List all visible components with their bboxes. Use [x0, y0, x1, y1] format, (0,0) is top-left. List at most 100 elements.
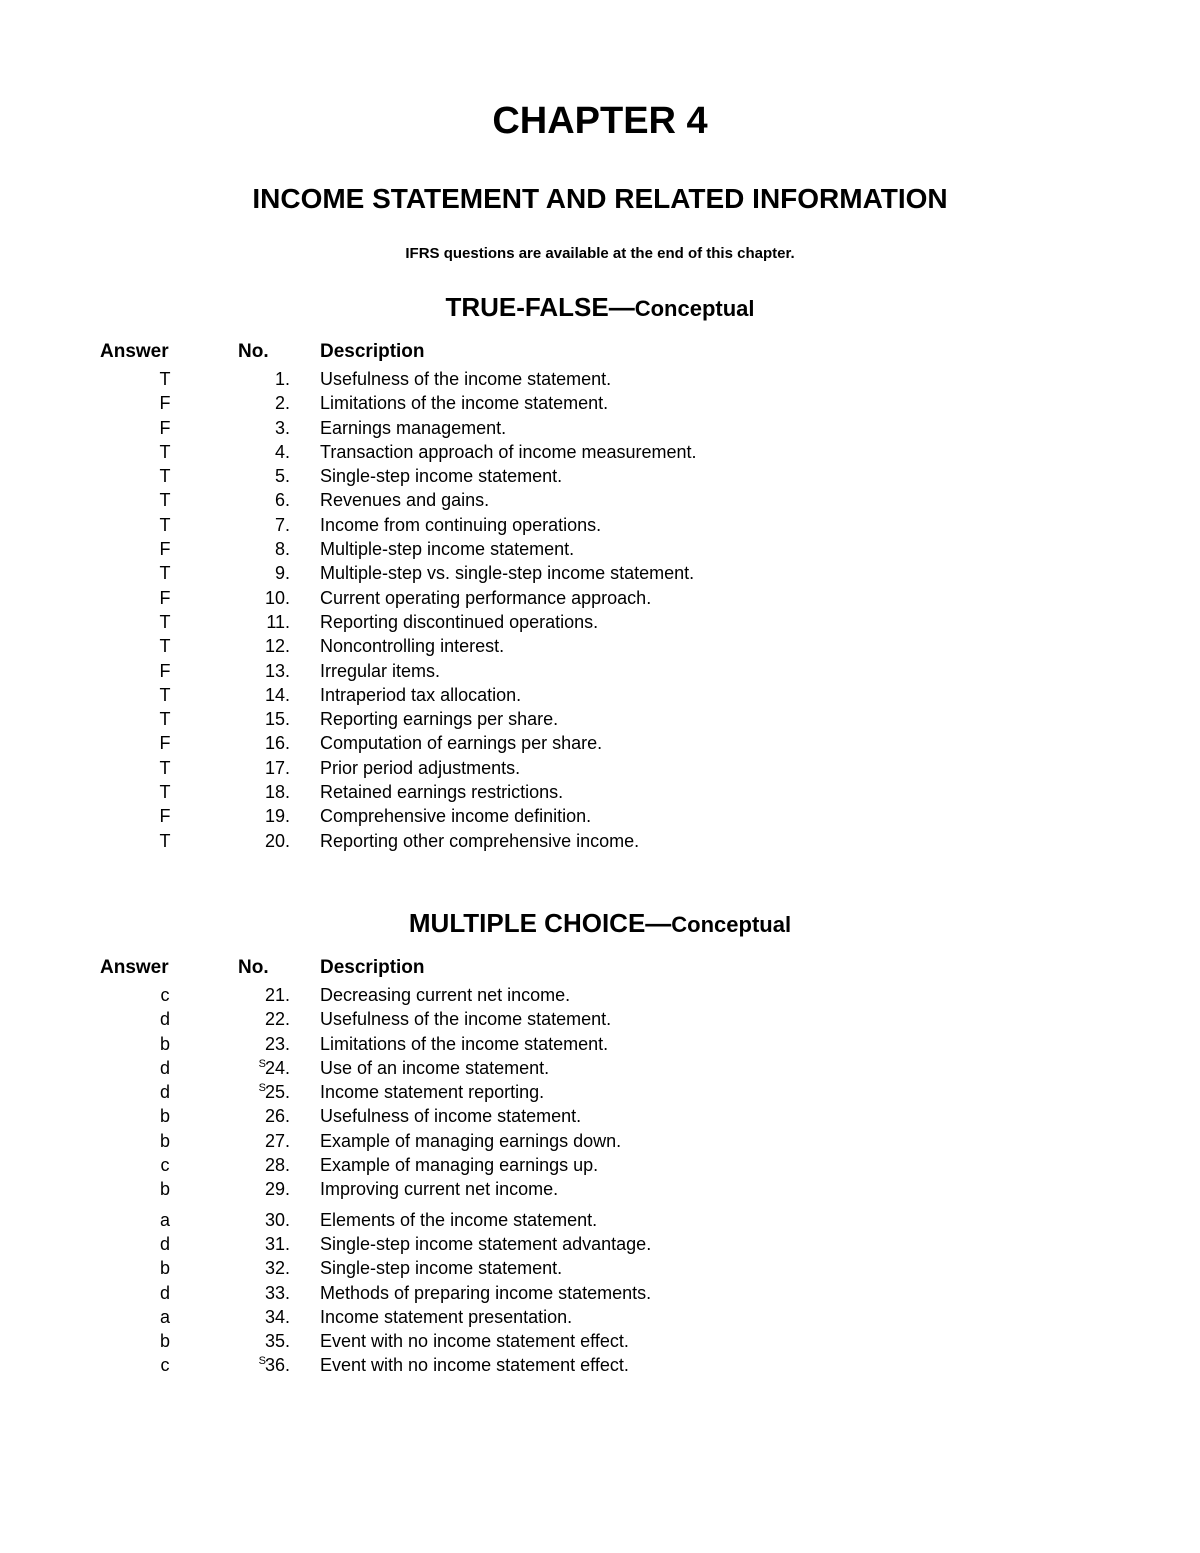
- tf-answer: T: [100, 707, 230, 731]
- tf-number: 16.: [230, 731, 310, 755]
- mc-row: cS36.Event with no income statement effe…: [100, 1353, 1100, 1377]
- tf-answer: F: [100, 804, 230, 828]
- mc-number: S36.: [230, 1353, 310, 1377]
- tf-row: F3.Earnings management.: [100, 416, 1100, 440]
- tf-row: F2.Limitations of the income statement.: [100, 391, 1100, 415]
- tf-row: T5.Single-step income statement.: [100, 464, 1100, 488]
- mc-answer: a: [100, 1208, 230, 1232]
- mc-description: Decreasing current net income.: [310, 983, 1100, 1007]
- tf-description: Retained earnings restrictions.: [310, 780, 1100, 804]
- tf-number: 12.: [230, 634, 310, 658]
- tf-answer: T: [100, 683, 230, 707]
- tf-number: 20.: [230, 829, 310, 853]
- mc-description: Use of an income statement.: [310, 1056, 1100, 1080]
- tf-header-no: No.: [230, 341, 310, 363]
- mc-description: Income statement reporting.: [310, 1080, 1100, 1104]
- tf-description: Intraperiod tax allocation.: [310, 683, 1100, 707]
- mc-title-main: MULTIPLE CHOICE—: [409, 908, 671, 938]
- tf-number: 7.: [230, 513, 310, 537]
- tf-number: 18.: [230, 780, 310, 804]
- tf-description: Earnings management.: [310, 416, 1100, 440]
- mc-row: b27.Example of managing earnings down.: [100, 1129, 1100, 1153]
- mc-answer: c: [100, 1153, 230, 1177]
- tf-answer: T: [100, 756, 230, 780]
- tf-answer: F: [100, 586, 230, 610]
- mc-description: Methods of preparing income statements.: [310, 1281, 1100, 1305]
- tf-row: T1.Usefulness of the income statement.: [100, 367, 1100, 391]
- mc-answer: b: [100, 1129, 230, 1153]
- mc-row: b26.Usefulness of income statement.: [100, 1104, 1100, 1128]
- mc-description: Event with no income statement effect.: [310, 1329, 1100, 1353]
- tf-answer: F: [100, 731, 230, 755]
- tf-section-title: TRUE-FALSE—Conceptual: [100, 292, 1100, 323]
- tf-number: 14.: [230, 683, 310, 707]
- mc-answer: d: [100, 1281, 230, 1305]
- mc-answer: c: [100, 1353, 230, 1377]
- subtitle: INCOME STATEMENT AND RELATED INFORMATION: [100, 183, 1100, 215]
- tf-answer: F: [100, 391, 230, 415]
- mc-number: 30.: [230, 1208, 310, 1232]
- tf-row: F19.Comprehensive income definition.: [100, 804, 1100, 828]
- mc-number: 34.: [230, 1305, 310, 1329]
- tf-description: Revenues and gains.: [310, 488, 1100, 512]
- tf-number: 15.: [230, 707, 310, 731]
- tf-description: Usefulness of the income statement.: [310, 367, 1100, 391]
- mc-description: Improving current net income.: [310, 1177, 1100, 1201]
- tf-number: 17.: [230, 756, 310, 780]
- tf-number: 10.: [230, 586, 310, 610]
- tf-number: 1.: [230, 367, 310, 391]
- tf-answer: T: [100, 634, 230, 658]
- mc-row: b23.Limitations of the income statement.: [100, 1032, 1100, 1056]
- tf-title-suffix: Conceptual: [635, 296, 755, 321]
- tf-description: Reporting discontinued operations.: [310, 610, 1100, 634]
- mc-description: Income statement presentation.: [310, 1305, 1100, 1329]
- mc-answer: b: [100, 1032, 230, 1056]
- mc-row: dS25.Income statement reporting.: [100, 1080, 1100, 1104]
- mc-row: c28.Example of managing earnings up.: [100, 1153, 1100, 1177]
- mc-answer: d: [100, 1056, 230, 1080]
- tf-row: T12.Noncontrolling interest.: [100, 634, 1100, 658]
- tf-row: T9.Multiple-step vs. single-step income …: [100, 561, 1100, 585]
- tf-row: T20.Reporting other comprehensive income…: [100, 829, 1100, 853]
- mc-number: 35.: [230, 1329, 310, 1353]
- tf-number: 13.: [230, 659, 310, 683]
- tf-answer: T: [100, 367, 230, 391]
- mc-number: 27.: [230, 1129, 310, 1153]
- mc-answer: c: [100, 983, 230, 1007]
- mc-table: Answer No. Description c21.Decreasing cu…: [100, 957, 1100, 1378]
- mc-answer: d: [100, 1007, 230, 1031]
- tf-number: 8.: [230, 537, 310, 561]
- tf-answer: T: [100, 440, 230, 464]
- tf-number: 3.: [230, 416, 310, 440]
- tf-description: Current operating performance approach.: [310, 586, 1100, 610]
- mc-row: b29.Improving current net income.: [100, 1177, 1100, 1201]
- tf-row: T6.Revenues and gains.: [100, 488, 1100, 512]
- mc-number: S25.: [230, 1080, 310, 1104]
- mc-answer: b: [100, 1329, 230, 1353]
- tf-row: F8.Multiple-step income statement.: [100, 537, 1100, 561]
- mc-description: Event with no income statement effect.: [310, 1353, 1100, 1377]
- mc-description: Single-step income statement.: [310, 1256, 1100, 1280]
- tf-answer: T: [100, 488, 230, 512]
- mc-title-suffix: Conceptual: [671, 912, 791, 937]
- tf-answer: F: [100, 416, 230, 440]
- mc-number: 29.: [230, 1177, 310, 1201]
- tf-row: T17.Prior period adjustments.: [100, 756, 1100, 780]
- mc-answer: b: [100, 1256, 230, 1280]
- tf-row: T7.Income from continuing operations.: [100, 513, 1100, 537]
- mc-row: d22.Usefulness of the income statement.: [100, 1007, 1100, 1031]
- tf-number: 19.: [230, 804, 310, 828]
- mc-description: Elements of the income statement.: [310, 1208, 1100, 1232]
- tf-row: T18.Retained earnings restrictions.: [100, 780, 1100, 804]
- mc-number: 33.: [230, 1281, 310, 1305]
- mc-row: d31.Single-step income statement advanta…: [100, 1232, 1100, 1256]
- tf-number: 11.: [230, 610, 310, 634]
- mc-row: a30.Elements of the income statement.: [100, 1208, 1100, 1232]
- mc-row: c21.Decreasing current net income.: [100, 983, 1100, 1007]
- tf-description: Noncontrolling interest.: [310, 634, 1100, 658]
- tf-number: 9.: [230, 561, 310, 585]
- mc-row: a34.Income statement presentation.: [100, 1305, 1100, 1329]
- tf-number: 2.: [230, 391, 310, 415]
- mc-answer: d: [100, 1080, 230, 1104]
- tf-answer: T: [100, 561, 230, 585]
